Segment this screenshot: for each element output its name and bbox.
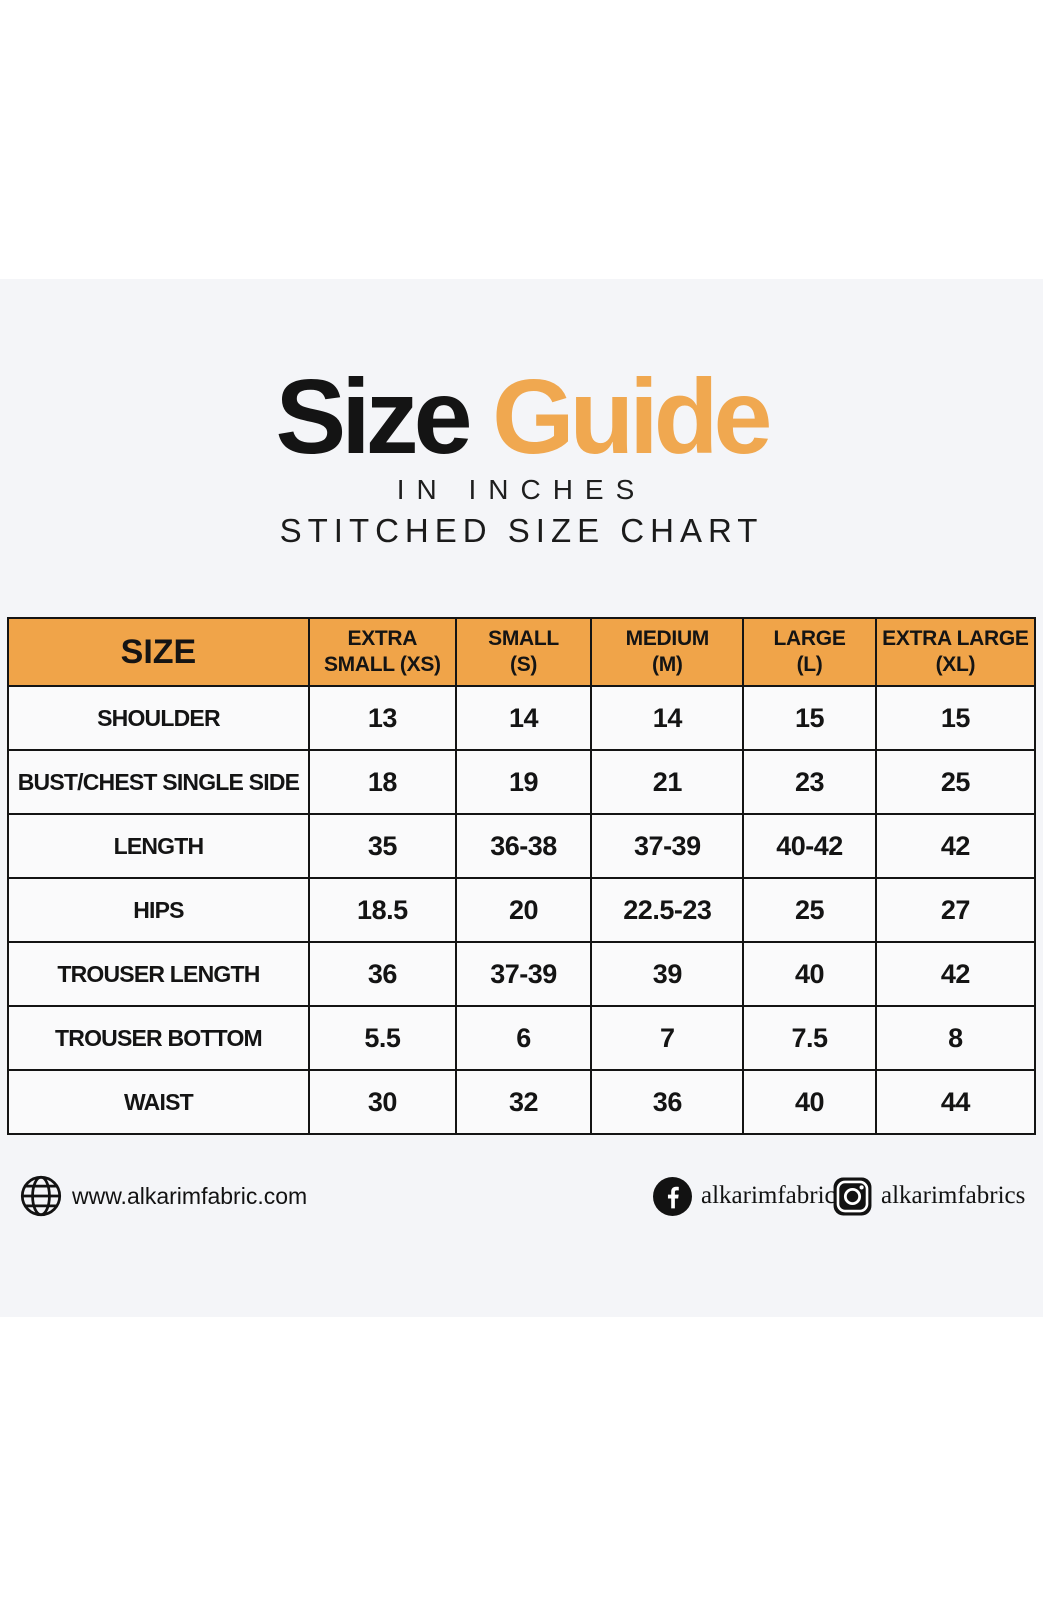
column-header-large: LARGE (L) [742, 617, 877, 687]
facebook-group: alkarimfabric [653, 1168, 836, 1224]
cell-value: 5.5 [307, 1005, 457, 1071]
page-title: Size Guide [0, 364, 1043, 470]
cell-value: 13 [307, 685, 457, 751]
cell-value: 20 [454, 877, 593, 943]
row-label: TROUSER LENGTH [7, 941, 310, 1007]
cell-value: 14 [454, 685, 593, 751]
title-block: Size Guide IN INCHES STITCHED SIZE CHART [0, 364, 1043, 550]
table-row-shoulder: SHOULDER 13 14 14 15 15 [7, 685, 1037, 751]
row-label: WAIST [7, 1069, 310, 1135]
facebook-icon [653, 1176, 692, 1216]
subtitle-in-inches: IN INCHES [396, 474, 647, 505]
table-row-length: LENGTH 35 36-38 37-39 40-42 42 [7, 813, 1037, 879]
column-header-small: SMALL (S) [454, 617, 593, 687]
row-label: SHOULDER [7, 685, 310, 751]
row-label: TROUSER BOTTOM [7, 1005, 310, 1071]
footer-contact-bar: www.alkarimfabric.com alkarimfabric alka… [0, 1168, 1043, 1224]
title-word-orange: Guide [492, 358, 772, 476]
cell-value: 42 [874, 941, 1037, 1007]
cell-value: 36-38 [454, 813, 593, 879]
title-word-black: Size [275, 358, 473, 476]
cell-value: 42 [874, 813, 1037, 879]
cell-value: 36 [590, 1069, 745, 1135]
table-header-row: SIZE EXTRA SMALL (XS) SMALL (S) MEDIUM (M) … [7, 617, 1037, 687]
table-row-hips: HIPS 18.5 20 22.5-23 25 27 [7, 877, 1037, 943]
website-group: www.alkarimfabric.com [19, 1168, 307, 1224]
column-header-extra-large: EXTRA LARGE (XL) [874, 617, 1037, 687]
cell-value: 35 [307, 813, 457, 879]
cell-value: 21 [590, 749, 745, 815]
cell-value: 22.5-23 [590, 877, 745, 943]
cell-value: 40 [742, 941, 877, 1007]
cell-value: 25 [742, 877, 877, 943]
column-header-extra-small: EXTRA SMALL (XS) [307, 617, 457, 687]
table-row-bust-chest: BUST/CHEST SINGLE SIDE 18 19 21 23 25 [7, 749, 1037, 815]
facebook-handle: alkarimfabric [701, 1182, 836, 1209]
cell-value: 23 [742, 749, 877, 815]
table-row-trouser-length: TROUSER LENGTH 36 37-39 39 40 42 [7, 941, 1037, 1007]
globe-icon [19, 1174, 63, 1218]
cell-value: 18.5 [307, 877, 457, 943]
instagram-handle: alkarimfabrics [881, 1182, 1026, 1209]
cell-value: 40-42 [742, 813, 877, 879]
cell-value: 15 [742, 685, 877, 751]
row-label: BUST/CHEST SINGLE SIDE [7, 749, 310, 815]
cell-value: 14 [590, 685, 745, 751]
cell-value: 15 [874, 685, 1037, 751]
cell-value: 32 [454, 1069, 593, 1135]
cell-value: 27 [874, 877, 1037, 943]
cell-value: 40 [742, 1069, 877, 1135]
cell-value: 7 [590, 1005, 745, 1071]
column-header-size: SIZE [7, 617, 310, 687]
cell-value: 25 [874, 749, 1037, 815]
instagram-group: alkarimfabrics [833, 1168, 1025, 1224]
row-label: HIPS [7, 877, 310, 943]
row-label: LENGTH [7, 813, 310, 879]
cell-value: 18 [307, 749, 457, 815]
cell-value: 37-39 [590, 813, 745, 879]
cell-value: 6 [454, 1005, 593, 1071]
cell-value: 7.5 [742, 1005, 877, 1071]
cell-value: 39 [590, 941, 745, 1007]
cell-value: 19 [454, 749, 593, 815]
cell-value: 8 [874, 1005, 1037, 1071]
cell-value: 44 [874, 1069, 1037, 1135]
cell-value: 30 [307, 1069, 457, 1135]
size-chart-table: SIZE EXTRA SMALL (XS) SMALL (S) MEDIUM (M) … [7, 617, 1037, 1135]
cell-value: 37-39 [454, 941, 593, 1007]
cell-value: 36 [307, 941, 457, 1007]
table-row-waist: WAIST 30 32 36 40 44 [7, 1069, 1037, 1135]
column-header-medium: MEDIUM (M) [590, 617, 745, 687]
table-row-trouser-bottom: TROUSER BOTTOM 5.5 6 7 7.5 8 [7, 1005, 1037, 1071]
subtitle-stitched-size-chart: STITCHED SIZE CHART [279, 512, 764, 549]
website-url: www.alkarimfabric.com [72, 1182, 308, 1209]
instagram-icon [833, 1177, 872, 1216]
